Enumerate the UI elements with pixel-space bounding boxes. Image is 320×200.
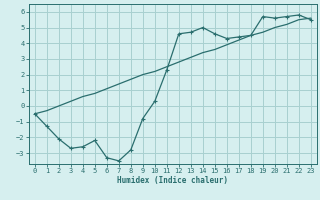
X-axis label: Humidex (Indice chaleur): Humidex (Indice chaleur) [117, 176, 228, 185]
